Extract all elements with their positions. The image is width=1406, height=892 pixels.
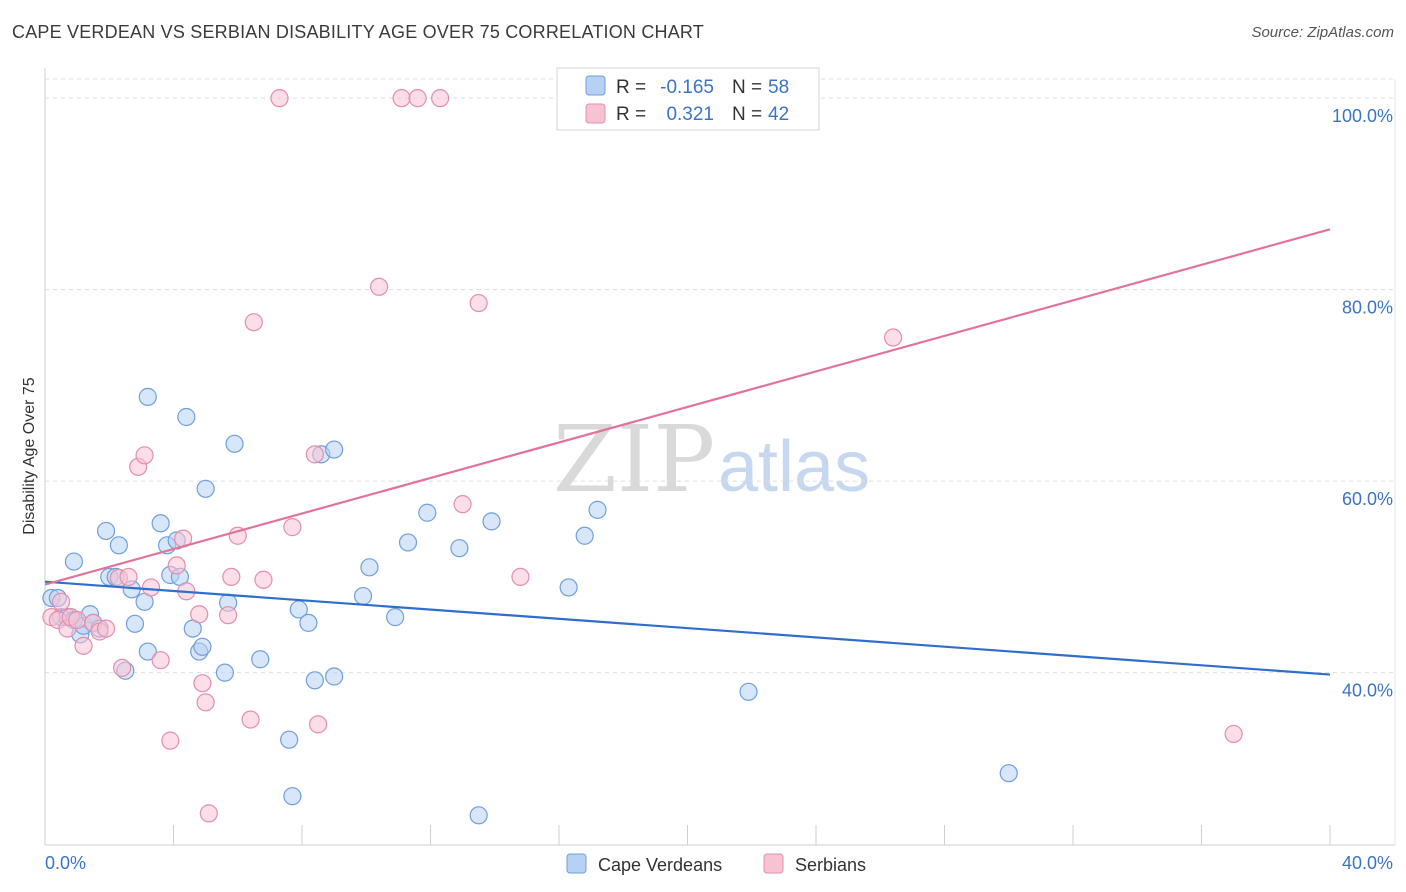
- serbian-point: [199, 804, 218, 823]
- legend-r-value-2: 0.321: [666, 104, 714, 125]
- serbian-point: [96, 619, 116, 638]
- cape-verdean-point: [559, 578, 578, 597]
- chart-title: CAPE VERDEAN VS SERBIAN DISABILITY AGE O…: [12, 22, 704, 42]
- serbian-point: [190, 605, 209, 624]
- cape-verdean-point: [138, 387, 157, 406]
- cape-verdean-point: [280, 730, 299, 749]
- serbian-point: [453, 495, 472, 514]
- cape-verdean-point: [225, 434, 244, 453]
- source-credit: Source: ZipAtlas.com: [1251, 24, 1394, 41]
- legend-r-value-1: -0.165: [660, 77, 714, 98]
- serbian-point: [135, 446, 154, 465]
- cape-verdean-point: [469, 806, 488, 825]
- cape-verdean-point: [353, 586, 373, 606]
- cape-verdean-point: [196, 479, 215, 498]
- serbian-point: [151, 651, 170, 670]
- cape-verdean-point: [64, 552, 84, 571]
- serbian-point: [254, 570, 273, 589]
- y-tick-label: 60.0%: [1342, 489, 1393, 509]
- series-legend: Cape Verdeans Serbians: [566, 853, 866, 875]
- trend-lines: [44, 228, 1331, 676]
- serbian-point: [161, 731, 180, 750]
- serbian-point: [308, 715, 328, 734]
- cape-verdean-point: [588, 500, 607, 519]
- axes: 40.0% 60.0% 80.0% 100.0% 0.0% 40.0%: [44, 68, 1395, 873]
- legend-n-label-1: N =: [732, 77, 762, 98]
- cape-verdean-point: [325, 440, 344, 459]
- watermark-atlas: atlas: [718, 427, 870, 507]
- cape-verdean-point: [360, 558, 379, 577]
- cape-verdeans-trend-line: [44, 580, 1331, 676]
- cape-verdean-point: [305, 671, 324, 690]
- cape-verdean-point: [739, 682, 758, 701]
- x-tick-label-max: 40.0%: [1342, 853, 1393, 873]
- serbian-point: [74, 636, 93, 655]
- serbians-points: [42, 89, 1243, 823]
- serbian-point: [883, 328, 903, 347]
- cape-verdean-point: [325, 667, 344, 686]
- cape-verdean-point: [251, 650, 270, 669]
- cape-verdean-point: [386, 608, 405, 627]
- serbian-point: [1224, 724, 1243, 744]
- serbian-point: [68, 610, 87, 630]
- cape-verdean-point: [177, 407, 196, 427]
- cape-verdean-point: [283, 787, 302, 806]
- serbian-point: [196, 693, 215, 712]
- cape-verdean-point: [193, 637, 212, 656]
- cape-verdean-point: [125, 614, 145, 633]
- serbian-point: [283, 518, 302, 537]
- cape-verdean-point: [138, 642, 157, 661]
- serbian-point: [219, 606, 238, 625]
- legend-r-label-1: R =: [616, 77, 646, 98]
- bottom-legend-swatch-blue: [566, 853, 587, 874]
- bottom-legend-label-serbians: Serbians: [795, 855, 866, 875]
- serbian-point: [167, 556, 186, 575]
- cape-verdean-point: [999, 764, 1018, 783]
- cape-verdean-point: [299, 613, 318, 632]
- y-tick-label: 40.0%: [1342, 681, 1393, 701]
- serbian-point: [392, 89, 411, 108]
- cape-verdean-point: [418, 503, 437, 522]
- x-tick-label-min: 0.0%: [45, 853, 86, 873]
- bottom-legend-swatch-pink: [763, 853, 784, 874]
- cape-verdean-point: [575, 526, 594, 545]
- serbian-point: [469, 293, 488, 313]
- legend-r-label-2: R =: [616, 104, 646, 125]
- serbian-point: [112, 658, 132, 677]
- serbian-point: [222, 567, 241, 587]
- legend-swatch-blue: [585, 75, 606, 96]
- cape-verdean-point: [151, 514, 170, 533]
- bottom-legend-label-cape-verdeans: Cape Verdeans: [598, 855, 722, 875]
- legend-n-label-2: N =: [732, 104, 762, 125]
- y-tick-label: 100.0%: [1332, 106, 1393, 126]
- cape-verdean-point: [215, 663, 234, 682]
- cape-verdean-point: [109, 536, 128, 555]
- legend-n-value-2: 42: [768, 104, 789, 125]
- serbian-point: [51, 592, 71, 611]
- cape-verdean-point: [450, 539, 469, 558]
- correlation-legend: R = -0.165 N = 58 R = 0.321 N = 42: [556, 67, 820, 131]
- serbian-point: [431, 89, 450, 108]
- cape-verdeans-points: [42, 387, 1018, 825]
- serbian-point: [193, 674, 212, 693]
- serbian-point: [370, 277, 389, 296]
- cape-verdean-point: [482, 512, 501, 531]
- y-axis-title: Disability Age Over 75: [21, 377, 38, 535]
- y-tick-label: 80.0%: [1342, 298, 1393, 318]
- serbian-point: [119, 567, 138, 587]
- serbian-point: [305, 445, 324, 464]
- legend-n-value-1: 58: [768, 77, 789, 98]
- serbian-point: [511, 567, 530, 587]
- serbian-point: [270, 89, 289, 108]
- serbian-point: [141, 578, 161, 597]
- serbians-trend-line: [44, 228, 1331, 586]
- watermark-zip: ZIP: [553, 406, 715, 513]
- serbian-point: [244, 313, 263, 332]
- serbian-point: [241, 710, 260, 729]
- cape-verdean-point: [96, 521, 116, 541]
- legend-swatch-pink: [585, 103, 606, 124]
- serbian-point: [408, 89, 427, 108]
- cape-verdean-point: [398, 533, 418, 552]
